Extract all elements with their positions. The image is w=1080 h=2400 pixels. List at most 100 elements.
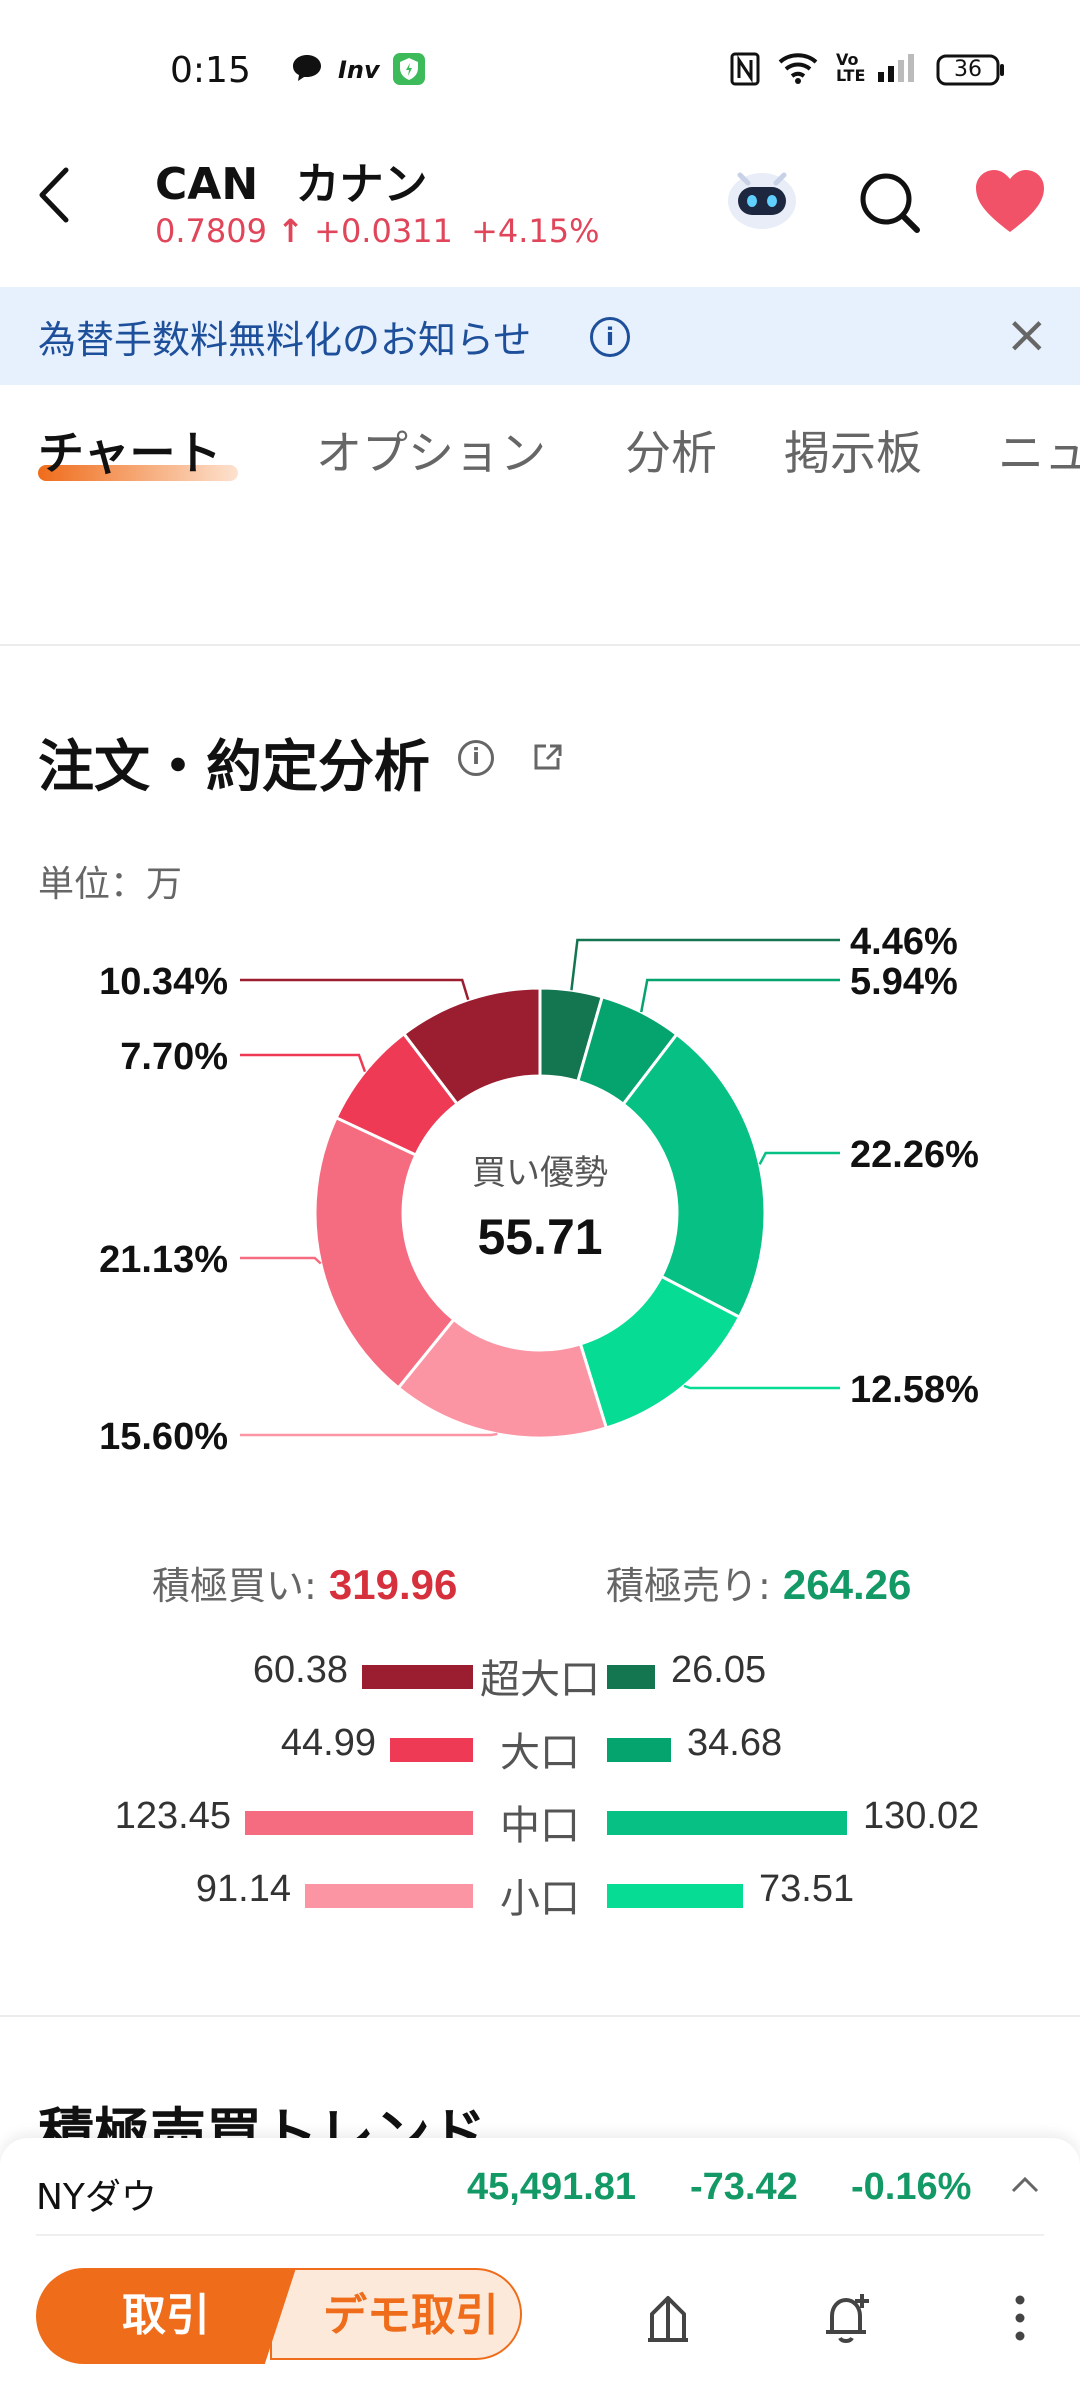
stock-title: CAN カナン <box>155 148 428 212</box>
bottom-panel: NYダウ 45,491.81 -73.42 -0.16% デモ取引 取引 <box>0 2138 1080 2400</box>
section-title: 注文・約定分析 <box>38 735 430 800</box>
slice-label: 21.13% <box>99 1239 228 1281</box>
next-section-title: 積極売買トレンド <box>38 2103 486 2142</box>
inv-icon: Inv <box>338 56 380 84</box>
search-button[interactable] <box>855 168 925 238</box>
breakdown-sell-bar <box>607 1811 847 1835</box>
chevron-up-icon[interactable] <box>1008 2168 1042 2210</box>
breakdown-row: 60.38 超大口 26.05 <box>0 1645 1080 1705</box>
leader-line <box>240 1432 498 1437</box>
search-icon <box>860 173 920 233</box>
divider <box>0 2015 1080 2017</box>
slice-label: 12.58% <box>850 1369 979 1411</box>
arrow-up-icon: ↑ <box>277 212 304 250</box>
slice-label: 5.94% <box>850 961 958 1003</box>
index-name[interactable]: NYダウ <box>36 2177 157 2218</box>
tab-news[interactable]: ニュ <box>998 426 1080 480</box>
tab-active-indicator <box>38 465 238 481</box>
tab-bar: チャート オプション 分析 掲示板 ニュ <box>0 395 1080 495</box>
price-change-pct: +4.15% <box>471 212 600 250</box>
active-sell-value: 264.26 <box>782 1561 912 1608</box>
heart-icon <box>976 170 1044 232</box>
donut-slice <box>401 986 542 1107</box>
alert-bell-icon[interactable] <box>818 2288 878 2348</box>
compare-icon[interactable] <box>638 2288 698 2348</box>
active-buy-value: 319.96 <box>328 1561 458 1608</box>
active-sell-total: 積極売り: 264.26 <box>606 1555 911 1610</box>
notice-banner[interactable]: 為替手数料無料化のお知らせ i × <box>0 287 1080 385</box>
price-change: +0.0311 <box>314 212 453 250</box>
breakdown-buy-bar <box>390 1738 473 1762</box>
slice-label: 4.46% <box>850 921 958 963</box>
back-button[interactable] <box>30 160 90 240</box>
donut-center-value: 55.71 <box>477 1209 602 1265</box>
leader-line <box>240 978 470 1001</box>
status-bar: 0:15 Inv Vo LTE 36 <box>0 0 1080 140</box>
active-buy-label: 積極買い: <box>152 1564 329 1608</box>
breakdown-buy-value: 60.38 <box>252 1649 348 1691</box>
donut-slice <box>621 1032 767 1320</box>
breakdown-row: 44.99 大口 34.68 <box>0 1718 1080 1778</box>
index-value: 45,491.81 <box>467 2166 637 2208</box>
battery-level: 36 <box>954 57 982 82</box>
breakdown-size-label: 大口 <box>500 1730 580 1776</box>
wifi-icon <box>778 52 818 92</box>
chevron-left-icon <box>39 167 69 223</box>
volte-icon: Vo LTE <box>836 50 866 85</box>
trade-button[interactable]: 取引 <box>36 2268 296 2364</box>
slice-label: 10.34% <box>99 961 228 1003</box>
slice-label: 22.26% <box>850 1134 979 1176</box>
breakdown-size-label: 超大口 <box>480 1657 600 1703</box>
favorite-button[interactable] <box>970 162 1050 242</box>
tab-options[interactable]: オプション <box>316 426 546 480</box>
tab-board[interactable]: 掲示板 <box>784 426 922 480</box>
breakdown-sell-bar <box>607 1738 671 1762</box>
breakdown-buy-value: 91.14 <box>195 1868 291 1910</box>
index-change: -73.42 <box>690 2166 798 2208</box>
breakdown-size-label: 中口 <box>500 1803 580 1849</box>
breakdown-sell-value: 26.05 <box>671 1649 767 1691</box>
index-change-pct: -0.16% <box>851 2166 972 2208</box>
breakdown-sell-bar <box>607 1665 655 1689</box>
breakdown-size-label: 小口 <box>500 1876 580 1922</box>
breakdown-buy-value: 44.99 <box>280 1722 376 1764</box>
leader-line <box>570 938 840 991</box>
info-icon: i <box>590 317 630 357</box>
demo-trade-button[interactable]: デモ取引 <box>270 2268 522 2360</box>
totals-row: 積極買い: 319.96 積極売り: 264.26 <box>0 1555 1080 1615</box>
signal-icon <box>876 52 920 90</box>
breakdown-sell-value: 73.51 <box>759 1868 855 1910</box>
divider <box>0 644 1080 646</box>
more-icon[interactable] <box>1000 2288 1040 2348</box>
status-time: 0:15 <box>170 50 251 91</box>
info-icon[interactable]: i <box>458 740 494 776</box>
tab-chart[interactable]: チャート <box>38 426 222 480</box>
breakdown-buy-bar <box>362 1665 473 1689</box>
leader-line <box>640 978 840 1013</box>
stock-ticker: CAN <box>155 159 259 210</box>
active-sell-label: 積極売り: <box>606 1564 783 1608</box>
breakdown-row: 123.45 中口 130.02 <box>0 1791 1080 1851</box>
leader-line <box>683 1384 840 1390</box>
unit-label: 単位：万 <box>38 864 183 905</box>
slice-label: 7.70% <box>120 1036 228 1078</box>
slice-label: 15.60% <box>99 1416 228 1458</box>
tab-analysis[interactable]: 分析 <box>625 426 717 480</box>
donut-slice <box>313 1115 456 1390</box>
donut-center-label: 買い優勢 <box>472 1153 608 1193</box>
breakdown-bars: 60.38 超大口 26.05 44.99 大口 34.68 123.45 中口 130.02 9… <box>0 1645 1080 1945</box>
robot-icon <box>728 172 796 229</box>
order-donut-chart: 4.46%5.94% 22.26% 12.58% 15.60% 21.13% 7.70% 1… <box>99 921 979 1458</box>
leader-line <box>758 1151 840 1165</box>
breakdown-buy-bar <box>245 1811 473 1835</box>
breakdown-buy-value: 123.45 <box>114 1795 231 1837</box>
share-icon[interactable] <box>532 742 564 772</box>
stock-name: カナン <box>295 159 428 210</box>
close-icon[interactable]: × <box>1005 305 1049 365</box>
ai-assistant-button[interactable] <box>722 165 802 233</box>
breakdown-buy-bar <box>305 1884 473 1908</box>
chat-icon <box>290 52 324 92</box>
breakdown-row: 91.14 小口 73.51 <box>0 1864 1080 1924</box>
banner-text: 為替手数料無料化のお知らせ <box>38 318 532 362</box>
divider <box>36 2234 1044 2236</box>
